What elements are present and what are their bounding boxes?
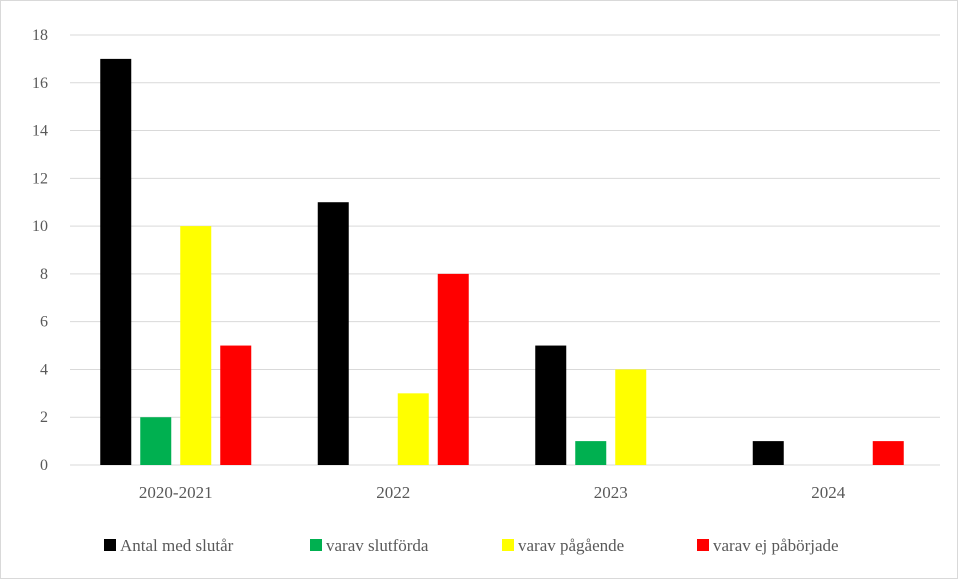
x-category-label: 2020-2021 bbox=[139, 483, 213, 502]
y-tick-label: 14 bbox=[32, 123, 48, 140]
bar bbox=[575, 441, 607, 465]
legend-item: varav slutförda bbox=[310, 536, 429, 555]
x-category-label: 2024 bbox=[811, 483, 846, 502]
legend-label: varav ej påbörjade bbox=[713, 536, 839, 555]
bar bbox=[872, 441, 904, 465]
y-tick-label: 12 bbox=[32, 170, 48, 187]
y-tick-label: 4 bbox=[40, 361, 48, 378]
legend-swatch bbox=[697, 539, 709, 551]
bar bbox=[615, 369, 647, 465]
y-tick-label: 16 bbox=[32, 75, 48, 92]
x-category-label: 2023 bbox=[594, 483, 628, 502]
legend-swatch bbox=[310, 539, 322, 551]
bar bbox=[100, 58, 132, 466]
legend-label: varav pågående bbox=[518, 536, 624, 555]
bar bbox=[752, 441, 784, 465]
bar bbox=[437, 273, 469, 465]
bar bbox=[535, 345, 567, 465]
y-tick-label: 10 bbox=[32, 218, 48, 235]
legend-swatch bbox=[104, 539, 116, 551]
legend-item: varav ej påbörjade bbox=[697, 536, 839, 555]
bars bbox=[100, 58, 904, 466]
legend-item: Antal med slutår bbox=[104, 536, 234, 555]
y-axis-ticks: 0 2 4 6 8 10 12 14 16 18 bbox=[32, 27, 48, 474]
legend-swatch bbox=[502, 539, 514, 551]
x-category-label: 2022 bbox=[376, 483, 410, 502]
gridlines bbox=[70, 34, 940, 466]
bar bbox=[220, 345, 252, 465]
legend-label: Antal med slutår bbox=[120, 536, 234, 555]
legend-item: varav pågående bbox=[502, 536, 624, 555]
y-tick-label: 2 bbox=[40, 409, 48, 426]
bar bbox=[140, 417, 172, 465]
y-tick-label: 0 bbox=[40, 457, 48, 474]
y-tick-label: 6 bbox=[40, 314, 48, 331]
y-tick-label: 18 bbox=[32, 27, 48, 44]
legend-label: varav slutförda bbox=[326, 536, 429, 555]
x-axis-categories: 2020-2021 2022 2023 2024 bbox=[139, 483, 846, 502]
bar bbox=[317, 202, 349, 465]
legend: Antal med slutår varav slutförda varav påg… bbox=[104, 536, 839, 555]
bar bbox=[180, 226, 212, 465]
y-tick-label: 8 bbox=[40, 266, 48, 283]
bar bbox=[397, 393, 429, 465]
